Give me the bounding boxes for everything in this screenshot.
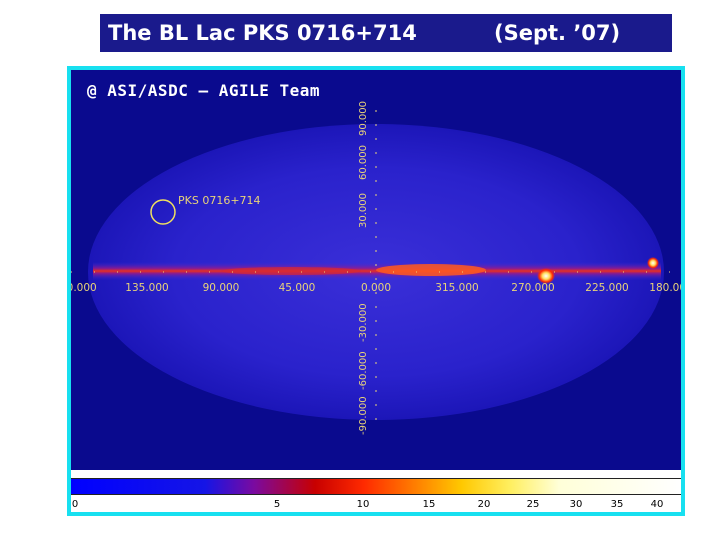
slide-title: The BL Lac PKS 0716+714 (108, 21, 417, 45)
credit-text: @ ASI/ASDC – AGILE Team (87, 81, 321, 100)
lat-label: -30.000 (358, 303, 369, 342)
colorbar-tick: 30 (569, 499, 583, 510)
colorbar-tick: 25 (526, 499, 540, 510)
lat-label: 90.000 (358, 101, 369, 136)
lon-label: 180.000 (649, 282, 681, 294)
colorbar-tick: 20 (477, 499, 491, 510)
lat-label: 60.000 (358, 145, 369, 180)
lon-label: 180.000 (67, 282, 97, 294)
colorbar-tick: 35 (610, 499, 624, 510)
lon-label: 225.000 (585, 282, 629, 294)
slide-date: (Sept. ’07) (494, 21, 621, 45)
source-label: PKS 0716+714 (178, 194, 261, 207)
lon-label: 90.000 (202, 282, 240, 294)
galactic-plane-emission (221, 267, 361, 275)
lat-label: -90.000 (358, 396, 369, 435)
lon-label: 315.000 (435, 282, 479, 294)
colorbar-tick: 0 (71, 499, 79, 510)
lon-label: 45.000 (278, 282, 316, 294)
sky-map-frame: @ ASI/ASDC – AGILE Team PKS 0716+714 180… (67, 66, 685, 516)
sky-map-image (71, 110, 681, 420)
colorbar-tick: 15 (422, 499, 436, 510)
colorbar (71, 478, 681, 495)
lat-label: -60.000 (358, 351, 369, 390)
edge-source (647, 257, 659, 269)
pks-source-marker (150, 199, 176, 225)
color-scale: 0 5 10 15 20 25 30 35 40 (71, 470, 681, 512)
galactic-center-emission (376, 264, 486, 276)
lon-label: 270.000 (511, 282, 555, 294)
title-bar: The BL Lac PKS 0716+714 (Sept. ’07) (100, 14, 672, 52)
colorbar-tick: 10 (356, 499, 370, 510)
lon-label: 0.000 (360, 282, 392, 294)
vela-source (537, 268, 555, 284)
colorbar-tick: 5 (273, 499, 281, 510)
lat-label: 30.000 (358, 193, 369, 228)
lon-label: 135.000 (125, 282, 169, 294)
colorbar-tick: 40 (650, 499, 664, 510)
